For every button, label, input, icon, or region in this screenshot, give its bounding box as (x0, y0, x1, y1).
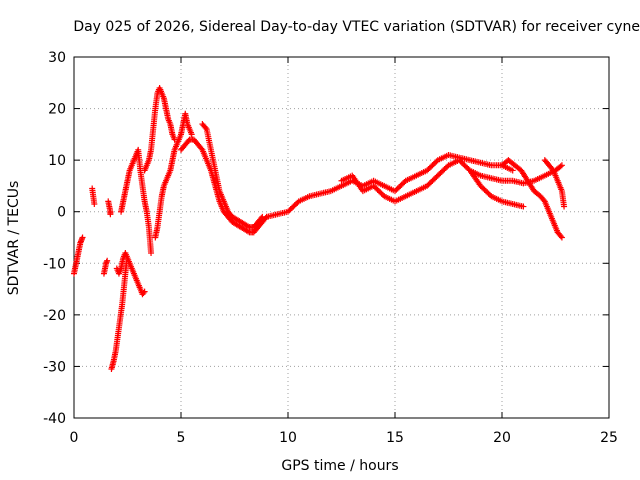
series-tr12 (263, 151, 516, 220)
data-point-fill (294, 199, 301, 206)
data-point (188, 131, 195, 138)
data-point-fill (557, 163, 564, 170)
series-tr2 (89, 185, 98, 207)
data-point (107, 211, 114, 218)
series-tr1 (71, 234, 86, 277)
data-point-fill (198, 145, 205, 152)
data-point-fill (486, 191, 493, 198)
series-tr15 (499, 157, 565, 241)
y-tick-label: -40 (43, 411, 66, 427)
y-tick-label: -20 (43, 308, 66, 324)
data-point-fill (433, 158, 440, 165)
series-tr5 (108, 260, 130, 373)
data-point-fill (140, 289, 147, 296)
series-tr7 (118, 146, 155, 256)
data-marks (71, 84, 568, 373)
series-tr11 (199, 121, 266, 231)
data-point-fill (401, 179, 408, 186)
data-point (520, 203, 527, 210)
data-point-fill (540, 197, 547, 204)
plot-frame (73, 56, 610, 419)
y-tick-label: 0 (57, 205, 66, 221)
y-tick-label: 20 (48, 102, 66, 118)
y-axis-label: SDTVAR / TECUs (6, 181, 22, 296)
axis-ticks: 0 5 10 15 20 25 -40 -30 -20 -10 0 10 20 30 (43, 50, 618, 446)
grid (74, 57, 609, 418)
data-point (558, 162, 565, 169)
data-point (558, 234, 565, 241)
data-point-fill (258, 215, 265, 222)
data-point (509, 167, 516, 174)
y-tick-label: 30 (48, 50, 66, 66)
y-tick-label: -10 (43, 256, 66, 272)
data-point (104, 257, 111, 264)
data-point-fill (549, 166, 556, 173)
data-point-fill (557, 233, 564, 240)
x-tick-label: 5 (177, 430, 186, 446)
series-tr13 (338, 157, 527, 210)
series-tr8 (141, 84, 178, 174)
x-tick-label: 25 (600, 430, 618, 446)
data-point (91, 200, 98, 207)
data-point (148, 249, 155, 256)
series-tr16 (541, 157, 568, 210)
x-tick-label: 15 (386, 430, 404, 446)
x-tick-label: 20 (493, 430, 511, 446)
chart-title: Day 025 of 2026, Sidereal Day-to-day VTE… (73, 19, 640, 35)
data-point-fill (444, 163, 451, 170)
data-point (79, 234, 86, 241)
x-tick-label: 10 (279, 430, 297, 446)
series-tr6 (113, 249, 148, 298)
x-axis-label: GPS time / hours (281, 458, 398, 474)
x-tick-label: 0 (70, 430, 79, 446)
data-point-fill (379, 191, 386, 198)
data-point-fill (202, 124, 209, 131)
series-tr14 (466, 162, 565, 187)
data-point (141, 288, 148, 295)
series-tr3 (100, 257, 111, 277)
series-tr10 (178, 136, 270, 236)
series-tr9 (152, 110, 195, 241)
data-point (561, 203, 568, 210)
y-tick-label: -30 (43, 359, 66, 375)
series-tr4 (105, 198, 114, 218)
y-tick-label: 10 (48, 153, 66, 169)
